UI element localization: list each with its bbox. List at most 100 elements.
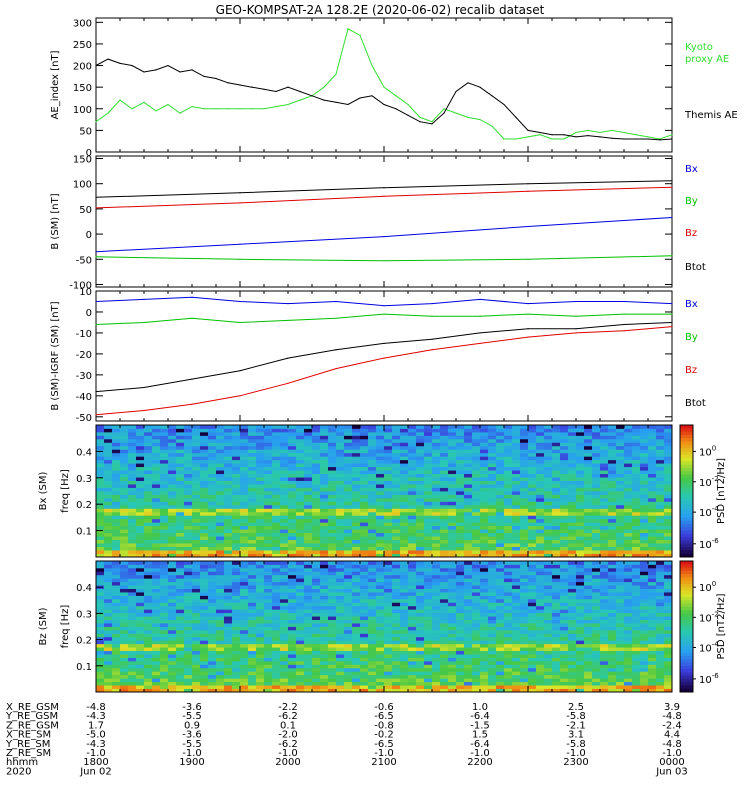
spectrogram-cell [640,553,649,558]
spectrogram-cell [200,664,209,669]
spectrogram-cell [120,616,129,621]
spectrogram-cell [368,688,377,693]
data-point [623,330,625,332]
spectrogram-cell [128,466,137,471]
spectrogram-cell [448,484,457,488]
spectrogram-cell [576,536,585,541]
spectrogram-cell [536,477,545,481]
spectrogram-cell [616,508,625,513]
spectrogram-cell [376,525,385,530]
spectrogram-cell [648,546,657,551]
spectrogram-cell [112,435,121,440]
spectrogram-cell [488,494,497,499]
spectrogram-cell [104,546,113,551]
spectrogram-cell [184,629,193,634]
spectrogram-cell [304,522,313,527]
spectrogram-cell [664,497,673,502]
spectrogram-cell [200,564,209,569]
data-point [635,138,637,140]
spectrogram-cell [376,470,385,475]
spectrogram-cell [448,442,457,447]
spectrogram-cell [216,522,225,527]
spectrogram-cell [192,438,201,443]
y-axis-label: AE_index [nT] [50,50,61,119]
spectrogram-cell [128,571,137,576]
spectrogram-cell [120,650,129,655]
spectrogram-cell [248,431,257,436]
spectrogram-cell [536,487,545,492]
colorbar-cell [680,533,693,538]
spectrogram-cell [208,459,217,464]
spectrogram-cell [616,459,625,464]
data-point [239,192,241,194]
spectrogram-cell [224,480,233,485]
spectrogram-cell [272,616,281,621]
spectrogram-cell [256,532,265,537]
spectrogram-cell [336,508,345,513]
spectrogram-cell [264,525,273,530]
spectrogram-cell [176,425,185,429]
spectrogram-cell [496,504,505,509]
spectrogram-cell [440,581,449,586]
y-tick-label: -50 [76,255,92,266]
spectrogram-cell [448,449,457,454]
spectrogram-cell [616,553,625,558]
spectrogram-cell [336,654,345,658]
spectrogram-cell [352,616,361,621]
spectrogram-cell [104,585,113,589]
spectrogram-cell [368,654,377,658]
spectrogram-cell [104,459,113,464]
spectrogram-cell [392,681,401,686]
spectrogram-cell [416,515,425,520]
spectrogram-cell [408,459,417,464]
spectrogram-cell [200,522,209,527]
spectrogram-cell [400,536,409,541]
spectrogram-cell [280,546,289,551]
spectrogram-cell [184,532,193,537]
spectrogram-cell [352,494,361,499]
spectrogram-cell [624,529,633,534]
spectrogram-cell [120,497,129,502]
spectrogram-cell [392,688,401,693]
colorbar-cell [680,500,693,505]
spectrogram-cell [392,664,401,669]
spectrogram-cell [536,553,545,558]
spectrogram-cell [416,660,425,665]
spectrogram-cell [592,463,601,468]
spectrogram-cell [408,494,417,499]
spectrogram-cell [544,477,553,481]
spectrogram-cell [480,543,489,547]
spectrogram-cell [160,671,169,676]
spectrogram-cell [416,449,425,454]
spectrogram-cell [152,470,161,475]
spectrogram-cell [160,438,169,443]
spectrogram-cell [248,543,257,547]
spectrogram-cell [384,497,393,502]
spectrogram-cell [416,678,425,683]
spectrogram-cell [376,623,385,627]
spectrogram-cell [352,501,361,506]
spectrogram-cell [144,546,153,551]
spectrogram-cell [120,442,129,447]
spectrogram-cell [504,484,513,488]
spectrogram-cell [152,508,161,513]
spectrogram-cell [288,508,297,513]
spectrogram-cell [208,425,217,429]
spectrogram-cell [560,442,569,447]
spectrogram-cell [240,511,249,516]
spectrogram-cell [344,515,353,520]
spectrogram-cell [336,564,345,569]
spectrogram-cell [120,425,129,429]
spectrogram-cell [624,532,633,537]
spectrogram-cell [296,553,305,558]
spectrogram-cell [360,511,369,516]
spectrogram-cell [120,588,129,593]
spectrogram-cell [632,459,641,464]
spectrogram-cell [256,612,265,617]
spectrogram-cell [440,463,449,468]
spectrogram-cell [184,501,193,506]
spectrogram-cell [232,428,241,433]
spectrogram-cell [320,616,329,621]
spectrogram-cell [264,501,273,506]
spectrogram-cell [320,425,329,429]
